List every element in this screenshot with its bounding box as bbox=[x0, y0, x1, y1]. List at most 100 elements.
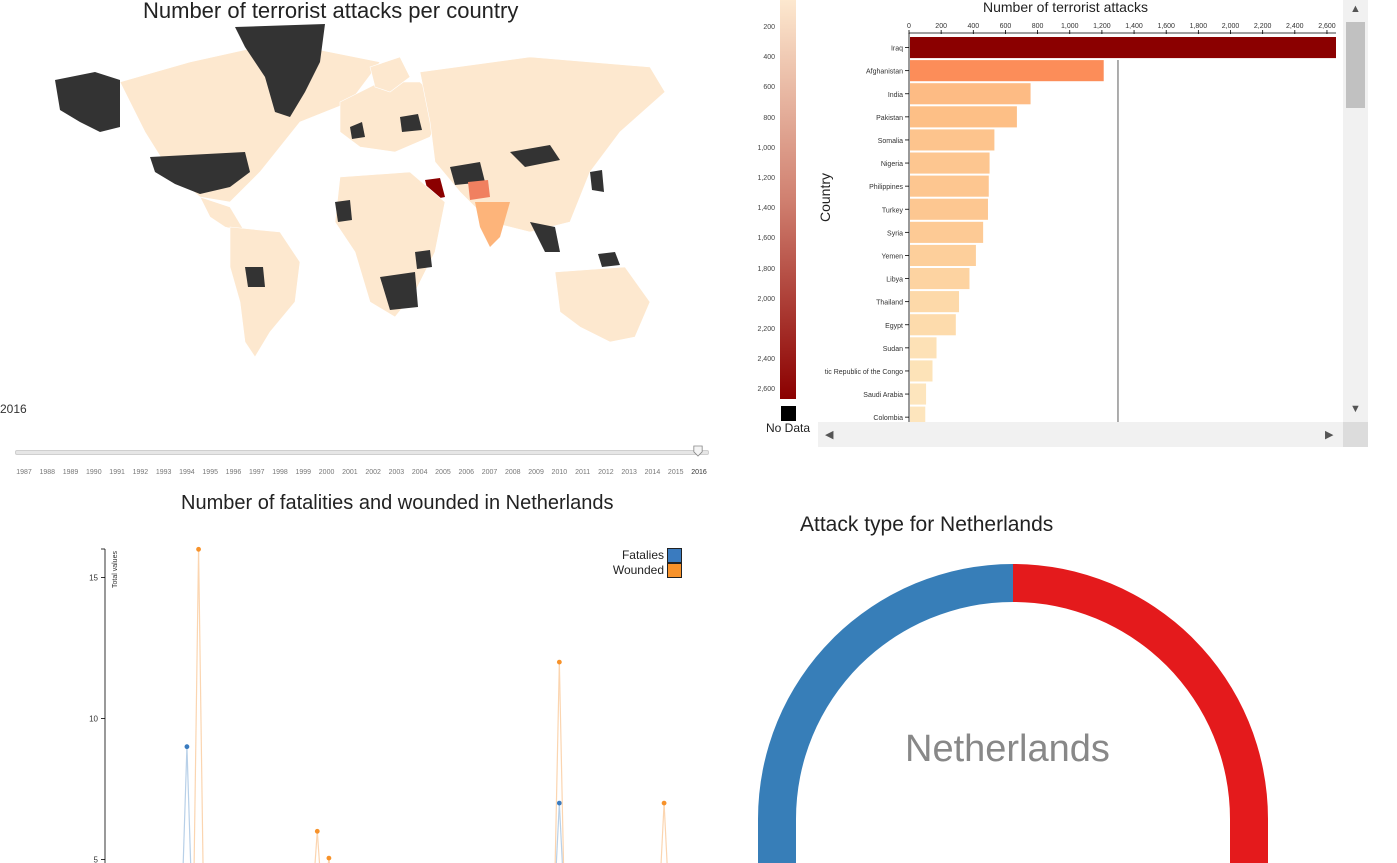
series-point bbox=[314, 828, 320, 834]
series-point bbox=[661, 800, 667, 806]
year-label[interactable]: 1988 bbox=[39, 469, 56, 476]
year-label[interactable]: 1987 bbox=[16, 469, 32, 476]
map-west-africa-dark bbox=[335, 200, 352, 222]
bar-x-tick-label: 200 bbox=[935, 23, 947, 30]
series-line-segment bbox=[314, 831, 318, 863]
bar bbox=[910, 291, 960, 313]
series-line-segment bbox=[182, 746, 188, 863]
year-label[interactable]: 1996 bbox=[225, 469, 242, 476]
color-scale-tick: 1,000 bbox=[757, 144, 775, 152]
bar bbox=[910, 360, 933, 382]
year-label[interactable]: 1993 bbox=[155, 469, 172, 476]
year-label[interactable]: 2012 bbox=[598, 469, 614, 476]
bar-x-tick-label: 0 bbox=[907, 23, 911, 30]
color-scale-bar bbox=[780, 0, 796, 399]
series-line-segment bbox=[558, 662, 565, 863]
year-label[interactable]: 2011 bbox=[575, 469, 591, 476]
series-point bbox=[326, 855, 332, 861]
bar-category-label: India bbox=[888, 92, 903, 99]
year-label[interactable]: 2015 bbox=[667, 469, 684, 476]
bar bbox=[910, 83, 1031, 105]
legend-fatalies-swatch bbox=[667, 548, 682, 563]
legend-wounded-label: Wounded bbox=[612, 563, 664, 577]
map-southeast-asia bbox=[530, 222, 560, 252]
year-label[interactable]: 1989 bbox=[62, 469, 79, 476]
bar-chart-scroll-thumb[interactable] bbox=[1346, 22, 1365, 108]
year-slider-handle[interactable] bbox=[693, 445, 703, 457]
year-label[interactable]: 2005 bbox=[435, 469, 451, 476]
no-data-swatch bbox=[781, 406, 796, 421]
line-chart-title: Number of fatalities and wounded in Neth… bbox=[181, 492, 614, 514]
year-label[interactable]: 2003 bbox=[388, 469, 405, 476]
donut-slice-red bbox=[1013, 564, 1268, 819]
year-label[interactable]: 2009 bbox=[528, 469, 544, 476]
scroll-up-icon[interactable]: ▲ bbox=[1350, 3, 1361, 15]
map-title: Number of terrorist attacks per country bbox=[143, 0, 519, 23]
attack-type-donut[interactable] bbox=[740, 550, 1300, 863]
map-mongolia bbox=[510, 145, 560, 167]
bar bbox=[910, 337, 937, 359]
bar-x-tick-label: 2,400 bbox=[1286, 23, 1304, 30]
map-korea bbox=[590, 170, 604, 192]
world-map[interactable] bbox=[50, 22, 675, 367]
series-line-segment bbox=[555, 803, 560, 863]
year-label[interactable]: 2006 bbox=[458, 469, 475, 476]
year-label[interactable]: 1995 bbox=[202, 469, 218, 476]
map-usa bbox=[150, 152, 250, 194]
bar bbox=[910, 244, 976, 266]
color-scale-tick: 800 bbox=[763, 114, 775, 122]
map-india bbox=[475, 202, 510, 247]
scroll-left-icon[interactable]: ◀ bbox=[825, 429, 834, 441]
bar-x-tick-label: 1,800 bbox=[1190, 23, 1208, 30]
donut-title: Attack type for Netherlands bbox=[800, 513, 1054, 536]
year-label[interactable]: 1990 bbox=[86, 469, 102, 476]
year-label[interactable]: 1997 bbox=[248, 469, 265, 476]
map-alaska bbox=[55, 72, 120, 132]
year-label[interactable]: 1994 bbox=[179, 469, 195, 476]
donut-center-label: Netherlands bbox=[905, 728, 1110, 770]
bar bbox=[910, 406, 926, 422]
bar bbox=[910, 152, 990, 174]
map-greenland bbox=[235, 24, 325, 117]
year-label[interactable]: 1999 bbox=[295, 469, 312, 476]
year-label[interactable]: 2000 bbox=[318, 469, 335, 476]
scroll-down-icon[interactable]: ▼ bbox=[1350, 403, 1361, 415]
map-australia bbox=[554, 266, 651, 343]
series-line-segment bbox=[186, 746, 192, 863]
bar-chart-horizontal-scrollbar[interactable] bbox=[818, 422, 1368, 447]
year-label[interactable]: 2002 bbox=[365, 469, 381, 476]
bar-x-tick-label: 800 bbox=[1032, 23, 1044, 30]
line-y-tick-label: 15 bbox=[89, 574, 98, 583]
year-label[interactable]: 2016 bbox=[691, 469, 707, 476]
bar bbox=[910, 221, 984, 243]
year-label[interactable]: 1998 bbox=[272, 469, 288, 476]
bar-category-label: Afghanistan bbox=[866, 69, 903, 76]
bar-category-label: Libya bbox=[886, 277, 903, 284]
bar-x-tick-label: 1,200 bbox=[1093, 23, 1111, 30]
legend-fatalies-label: Fatalies bbox=[621, 548, 664, 562]
year-label[interactable]: 1992 bbox=[132, 469, 149, 476]
bar-category-label: Turkey bbox=[882, 207, 904, 214]
bar-category-label: Iraq bbox=[891, 46, 903, 53]
year-label[interactable]: 2013 bbox=[621, 469, 637, 476]
map-central-america bbox=[199, 196, 246, 233]
donut-slice-blue bbox=[758, 564, 1013, 819]
bar-chart: 0 200 400 600 800 1,000 1,200 1,400 1,600 1,800 2,… bbox=[825, 23, 1336, 422]
bar-category-label: Somalia bbox=[878, 138, 903, 145]
year-slider-track[interactable] bbox=[15, 450, 709, 455]
color-scale-tick: 2,400 bbox=[757, 356, 775, 364]
scroll-right-icon[interactable]: ▶ bbox=[1325, 429, 1334, 441]
bar-category-label: Sudan bbox=[883, 346, 903, 353]
color-scale-tick: 1,200 bbox=[757, 175, 775, 182]
bar-category-label: Thailand bbox=[876, 300, 903, 307]
year-label[interactable]: 2001 bbox=[342, 469, 358, 476]
donut-slice-red-lower bbox=[1230, 819, 1268, 863]
bar-x-tick-label: 400 bbox=[967, 23, 979, 30]
year-label[interactable]: 2014 bbox=[644, 469, 661, 476]
year-label[interactable]: 2007 bbox=[481, 469, 498, 476]
year-label[interactable]: 2004 bbox=[411, 469, 428, 476]
year-label[interactable]: 2008 bbox=[504, 469, 521, 476]
year-label[interactable]: 1991 bbox=[109, 469, 125, 476]
year-label[interactable]: 2010 bbox=[551, 469, 568, 476]
bar-category-label: tic Republic of the Congo bbox=[825, 369, 903, 376]
